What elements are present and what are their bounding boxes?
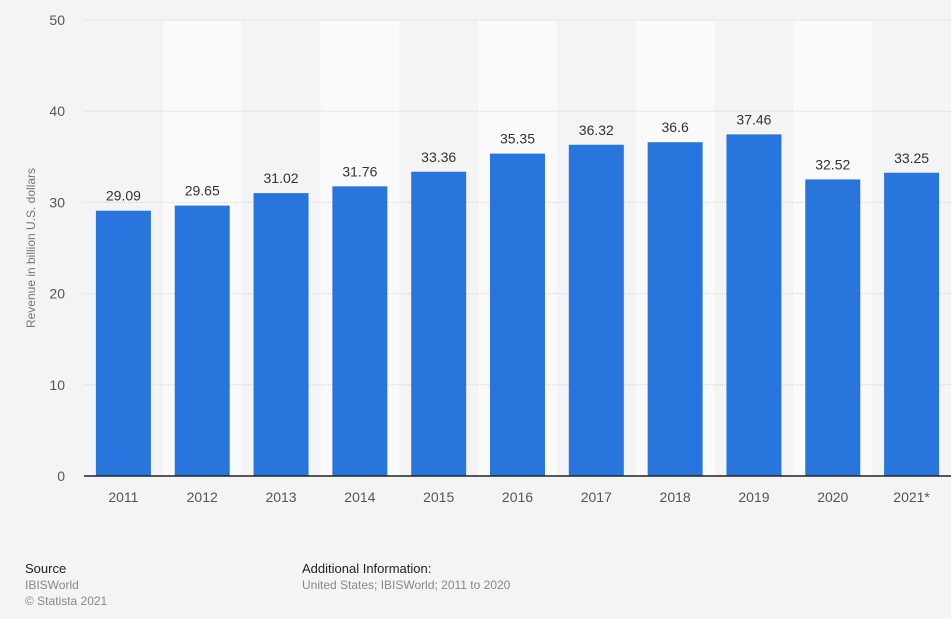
bar-chart: 0 10 20 30 40 50 29.09 2011 29.65 2012 31.02 2013 31… [24,12,951,505]
data-label: 31.02 [264,170,299,186]
bar [174,205,230,477]
x-tick-label: 2013 [265,489,296,505]
source-text[interactable]: IBISWorld [25,578,79,592]
bar [805,179,861,476]
x-tick-label: 2015 [423,489,454,505]
bar [490,153,545,476]
data-label: 37.46 [736,111,771,127]
bar [647,142,703,476]
additional-info-heading: Additional Information: [302,561,432,576]
source-block: Source IBISWorld © Statista 2021 [25,561,107,609]
x-tick-label: 2014 [344,489,375,505]
additional-info-text: United States; IBISWorld; 2011 to 2020 [302,578,511,592]
bar [95,210,151,476]
data-label: 29.09 [106,188,141,204]
y-tick-label: 40 [49,103,65,119]
y-tick-label: 0 [57,468,65,484]
bar [411,171,467,476]
additional-info-block: Additional Information: United States; I… [302,561,510,593]
data-label: 32.52 [815,156,850,172]
x-tick-label: 2011 [108,489,138,505]
y-tick-label: 20 [49,286,65,302]
bar [332,186,388,476]
x-tick-label: 2019 [738,489,769,505]
data-label: 29.65 [185,183,220,199]
bar [568,144,624,476]
x-tick-label: 2012 [187,489,218,505]
source-heading: Source [25,561,67,576]
data-label: 31.76 [342,163,377,179]
x-tick-label: 2018 [660,489,691,505]
y-tick-label: 10 [49,377,65,393]
bar [726,134,782,476]
data-label: 33.25 [894,150,929,166]
copyright-text: © Statista 2021 [25,594,108,608]
data-label: 35.35 [500,131,535,147]
data-label: 36.32 [579,122,614,138]
y-tick-label: 50 [49,12,65,28]
x-tick-label: 2017 [581,489,612,505]
x-tick-label: 2020 [817,489,848,505]
data-label: 36.6 [662,119,689,135]
bar [253,193,309,476]
data-label: 33.36 [421,149,456,165]
y-tick-label: 30 [49,194,65,210]
x-tick-label: 2021* [893,489,930,505]
x-tick-label: 2016 [502,489,533,505]
y-axis-label: Revenue in billion U.S. dollars [24,168,38,328]
bar [884,172,940,476]
